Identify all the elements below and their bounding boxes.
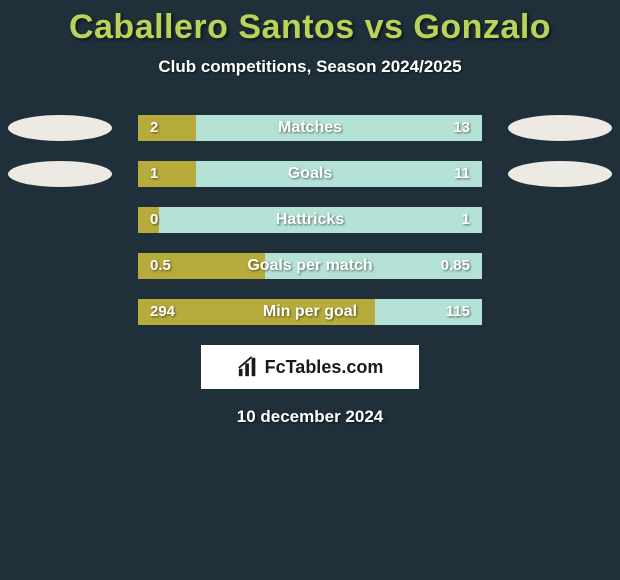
- bar-left: [138, 115, 196, 141]
- value-right: 0.85: [441, 253, 470, 279]
- comparison-card: Caballero Santos vs Gonzalo Club competi…: [0, 0, 620, 580]
- value-right: 1: [462, 207, 470, 233]
- bar-right: [196, 161, 482, 187]
- bar-right: [196, 115, 482, 141]
- value-right: 11: [454, 161, 470, 187]
- bar-left: [138, 161, 196, 187]
- stats-chart: 213Matches111Goals01Hattricks0.50.85Goal…: [0, 115, 620, 325]
- branding-text: FcTables.com: [265, 357, 384, 378]
- bar-track: 294115Min per goal: [138, 299, 482, 325]
- value-right: 13: [453, 115, 470, 141]
- player-avatar-left: [8, 161, 112, 187]
- page-title: Caballero Santos vs Gonzalo: [0, 0, 620, 47]
- bar-track: 01Hattricks: [138, 207, 482, 233]
- stat-row: 213Matches: [0, 115, 620, 141]
- value-left: 0: [150, 207, 158, 233]
- date-label: 10 december 2024: [0, 407, 620, 427]
- stat-row: 0.50.85Goals per match: [0, 253, 620, 279]
- subtitle: Club competitions, Season 2024/2025: [0, 57, 620, 77]
- value-left: 294: [150, 299, 175, 325]
- stat-row: 294115Min per goal: [0, 299, 620, 325]
- value-right: 115: [446, 299, 470, 325]
- stat-row: 01Hattricks: [0, 207, 620, 233]
- player-avatar-right: [508, 161, 612, 187]
- value-left: 1: [150, 161, 158, 187]
- branding-badge: FcTables.com: [201, 345, 419, 389]
- bar-track: 111Goals: [138, 161, 482, 187]
- bar-chart-icon: [237, 356, 259, 378]
- player-avatar-left: [8, 115, 112, 141]
- stat-row: 111Goals: [0, 161, 620, 187]
- bar-right: [159, 207, 482, 233]
- value-left: 0.5: [150, 253, 171, 279]
- value-left: 2: [150, 115, 158, 141]
- player-avatar-right: [508, 115, 612, 141]
- bar-track: 213Matches: [138, 115, 482, 141]
- bar-track: 0.50.85Goals per match: [138, 253, 482, 279]
